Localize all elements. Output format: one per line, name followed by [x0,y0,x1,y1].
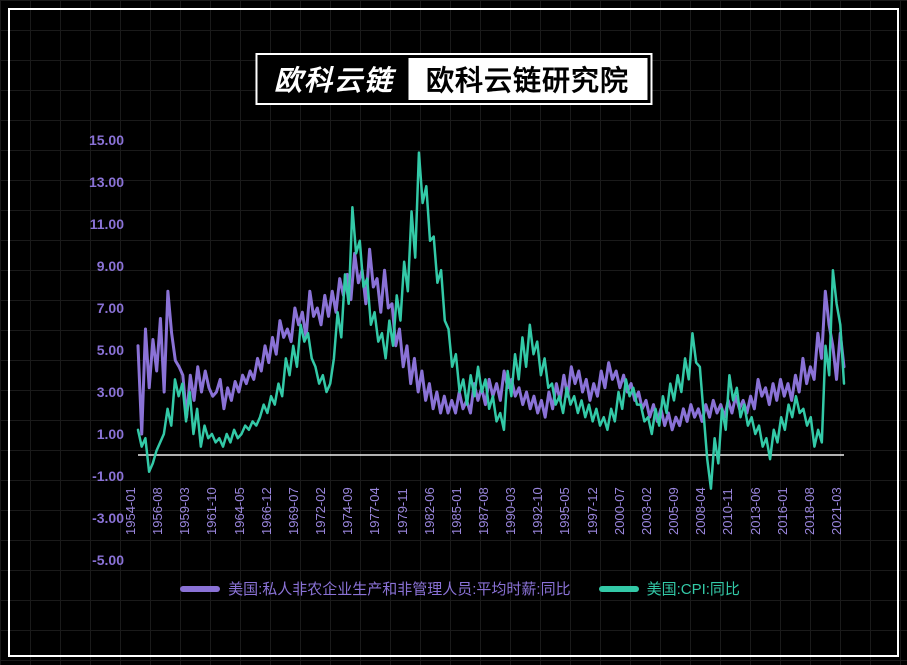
y-tick-label: 15.00 [89,132,124,148]
x-tick-label: 1969-07 [286,487,301,535]
y-tick-label: 13.00 [89,174,124,190]
y-axis-labels: -5.00-3.00-1.001.003.005.007.009.0011.00… [60,140,130,560]
x-tick-label: 1992-10 [530,487,545,535]
legend: 美国:私人非农企业生产和非管理人员:平均时薪:同比 美国:CPI:同比 [60,578,860,599]
legend-item-wages: 美国:私人非农企业生产和非管理人员:平均时薪:同比 [180,578,571,599]
x-tick-label: 2003-02 [639,487,654,535]
x-tick-label: 2013-06 [748,487,763,535]
x-tick-label: 1964-05 [232,487,247,535]
x-tick-label: 2005-09 [666,487,681,535]
legend-swatch [180,586,220,592]
chart-area: -5.00 -3.00 -1.00 1.00 3.00 5.00 7.00 9.00 11.00… [60,140,860,610]
x-tick-label: 1959-03 [177,487,192,535]
x-tick-label: 1995-05 [557,487,572,535]
page-root: 欧科云链 欧科云链研究院 -5.00 -3.00 -1.00 1.00 3.00 5.00… [0,0,907,665]
legend-item-cpi: 美国:CPI:同比 [599,578,740,599]
legend-label: 美国:私人非农企业生产和非管理人员:平均时薪:同比 [228,578,571,599]
x-tick-label: 1985-01 [449,487,464,535]
legend-label: 美国:CPI:同比 [647,578,740,599]
y-tick-label: -5.00 [92,552,124,568]
x-tick-label: 1956-08 [150,487,165,535]
x-axis-labels: 1954-011956-081959-031961-101964-051966-… [138,455,844,535]
series-cpi [138,153,844,489]
logo-right: 欧科云链研究院 [408,58,647,100]
x-tick-label: 1987-08 [476,487,491,535]
y-tick-label: 1.00 [97,426,124,442]
x-tick-label: 1974-09 [340,487,355,535]
x-tick-label: 1966-12 [259,487,274,535]
y-tick-label: -3.00 [92,510,124,526]
x-tick-label: 1961-10 [204,487,219,535]
x-tick-label: 1990-03 [503,487,518,535]
x-tick-label: 1982-06 [422,487,437,535]
y-tick-label: 3.00 [97,384,124,400]
x-tick-label: 2016-01 [775,487,790,535]
x-tick-label: 1972-02 [313,487,328,535]
header-badge: 欧科云链 欧科云链研究院 [257,55,650,103]
y-tick-label: 7.00 [97,300,124,316]
x-tick-label: 1954-01 [123,487,138,535]
x-tick-label: 2008-04 [693,487,708,535]
y-tick-label: 5.00 [97,342,124,358]
x-tick-label: 1997-12 [585,487,600,535]
logo-left: 欧科云链 [260,58,408,100]
x-tick-label: 1977-04 [367,487,382,535]
legend-swatch [599,586,639,592]
y-tick-label: -1.00 [92,468,124,484]
y-tick-label: 9.00 [97,258,124,274]
x-tick-label: 1979-11 [395,488,410,535]
y-tick-label: 11.00 [90,216,124,232]
x-tick-label: 2021-03 [829,487,844,535]
x-tick-label: 2010-11 [720,488,735,535]
x-tick-label: 2018-08 [802,487,817,535]
x-tick-label: 2000-07 [612,487,627,535]
